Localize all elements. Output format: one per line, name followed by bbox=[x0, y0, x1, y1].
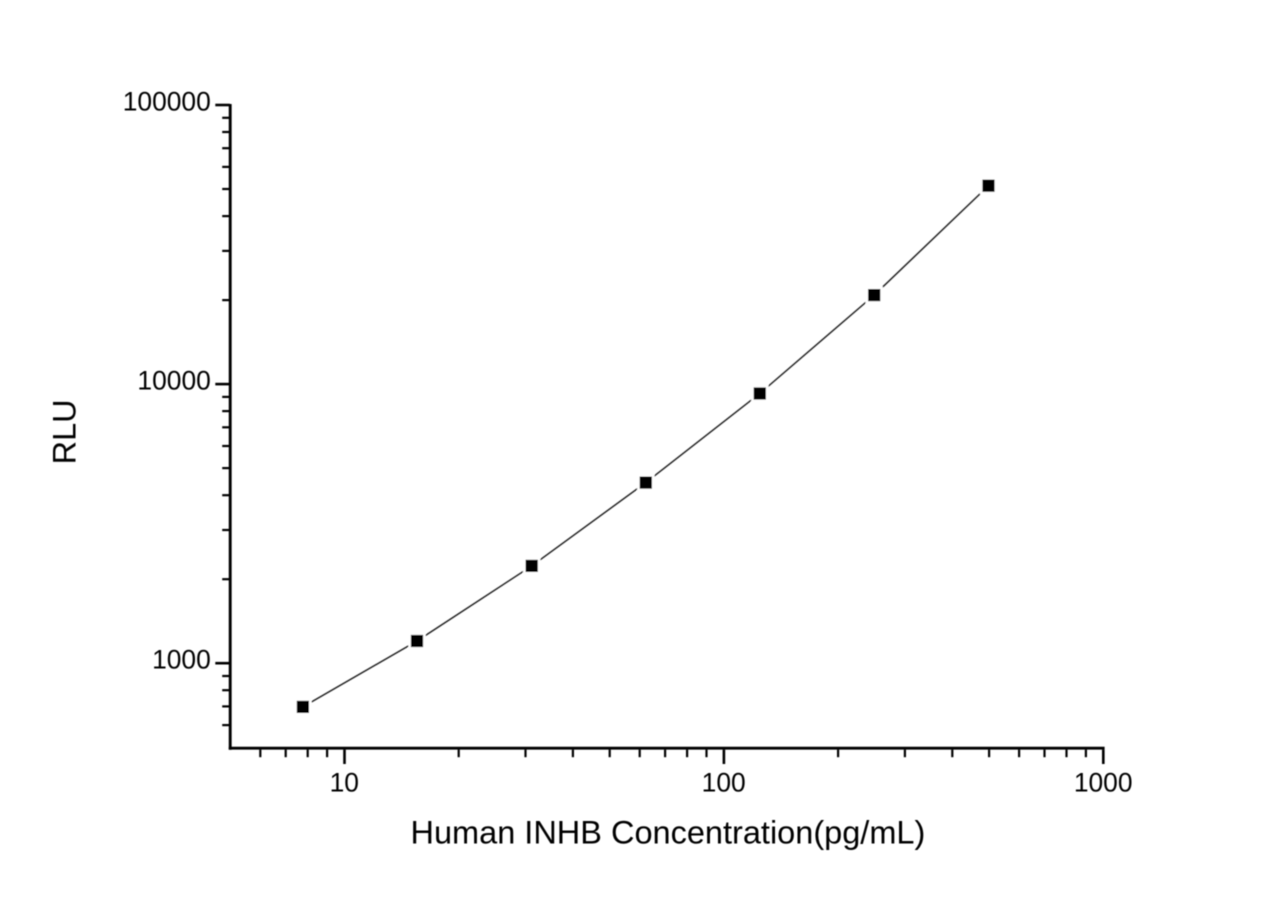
svg-text:100000: 100000 bbox=[123, 87, 211, 117]
svg-text:Human INHB Concentration(pg/mL: Human INHB Concentration(pg/mL) bbox=[411, 815, 926, 851]
svg-text:10: 10 bbox=[330, 767, 359, 797]
svg-text:100: 100 bbox=[702, 767, 746, 797]
svg-text:RLU: RLU bbox=[47, 399, 83, 464]
svg-text:1000: 1000 bbox=[1074, 767, 1133, 797]
svg-text:10000: 10000 bbox=[137, 366, 210, 396]
svg-text:1000: 1000 bbox=[152, 645, 211, 675]
